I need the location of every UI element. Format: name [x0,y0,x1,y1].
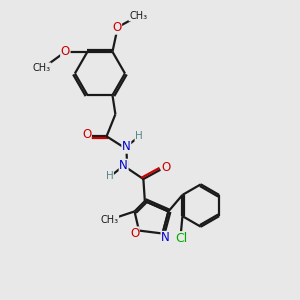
Text: H: H [106,171,113,181]
Text: N: N [122,140,131,153]
Text: N: N [119,159,128,172]
Text: O: O [161,161,171,174]
Text: O: O [82,128,91,141]
Text: CH₃: CH₃ [100,215,118,225]
Text: O: O [61,45,70,58]
Text: O: O [130,227,139,240]
Text: CH₃: CH₃ [129,11,147,21]
Text: N: N [161,231,170,244]
Text: CH₃: CH₃ [33,63,51,73]
Text: Cl: Cl [175,232,187,245]
Text: O: O [112,21,122,34]
Text: H: H [135,131,143,141]
